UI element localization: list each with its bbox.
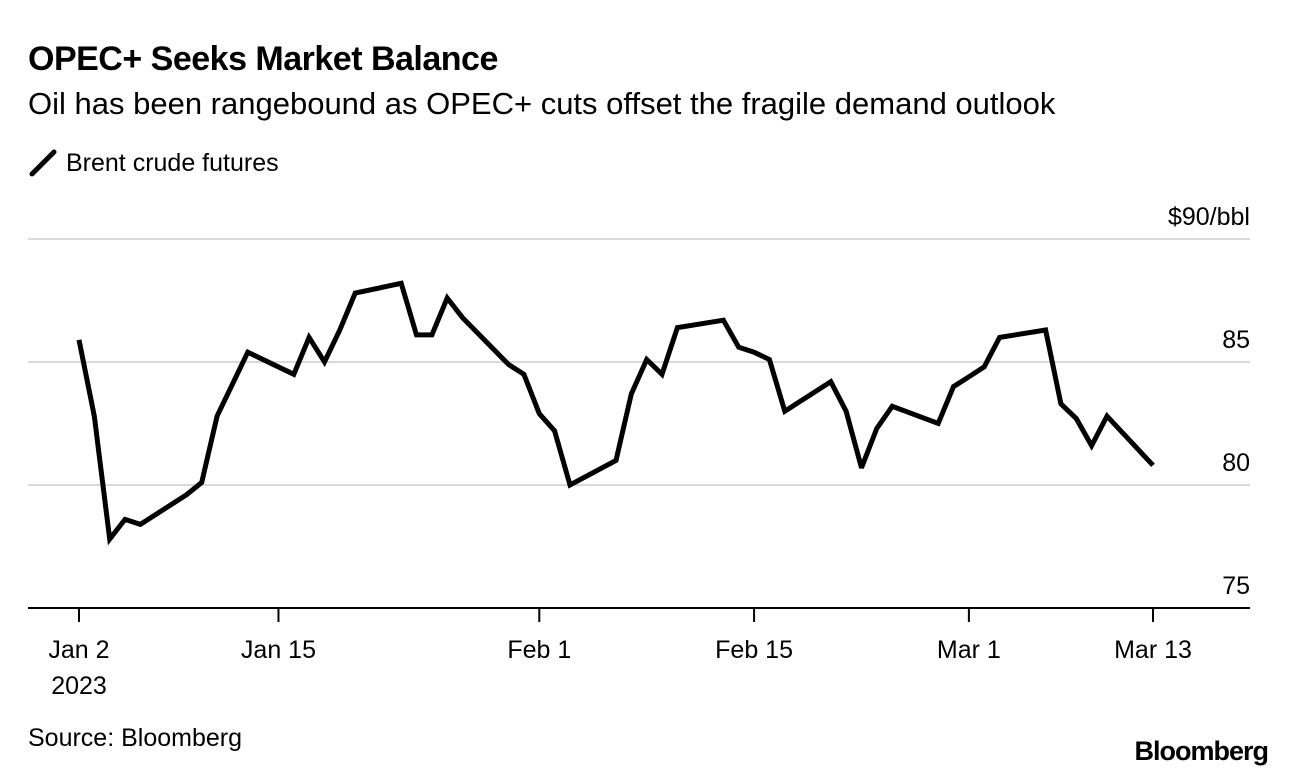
source-note: Source: Bloomberg — [28, 724, 243, 752]
chart-subtitle: Oil has been rangebound as OPEC+ cuts of… — [28, 86, 1056, 121]
x-tick-label: Feb 15 — [715, 636, 793, 664]
y-tick-label: 80 — [1222, 449, 1250, 477]
legend-line-icon — [29, 149, 57, 177]
x-tick-label: Mar 1 — [937, 636, 1001, 664]
chart-title: OPEC+ Seeks Market Balance — [28, 40, 498, 78]
x-tick-label: Jan 15 — [241, 636, 316, 664]
legend: Brent crude futures — [28, 148, 279, 178]
series-line-brent — [76, 280, 1155, 546]
x-tick-sublabel: 2023 — [51, 672, 107, 700]
x-axis: Jan 2 2023 Jan 15 Feb 1 Feb 15 Mar 1 Mar 13 — [28, 607, 1250, 700]
y-tick-label: 75 — [1222, 572, 1250, 600]
x-tick-label: Feb 1 — [507, 636, 571, 664]
x-tick-label: Jan 2 — [48, 636, 109, 664]
y-tick-label: 85 — [1222, 326, 1250, 354]
y-axis-labels: $90/bbl 85 80 75 — [1168, 203, 1250, 600]
bloomberg-logo: Bloomberg — [1134, 736, 1269, 766]
y-tick-label: $90/bbl — [1168, 203, 1250, 231]
legend-label: Brent crude futures — [66, 148, 279, 177]
grid-layer — [28, 238, 1250, 486]
series-layer — [76, 280, 1155, 546]
x-tick-label: Mar 13 — [1114, 636, 1192, 664]
